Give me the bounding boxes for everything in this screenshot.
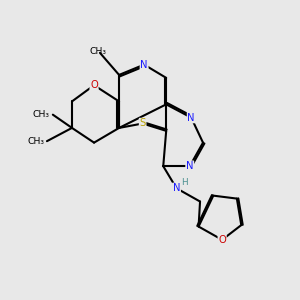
Text: CH₃: CH₃ <box>90 47 107 56</box>
Text: H: H <box>182 178 188 187</box>
Text: N: N <box>140 60 148 70</box>
Text: CH₃: CH₃ <box>33 110 50 119</box>
Text: S: S <box>140 118 146 128</box>
Text: N: N <box>186 161 194 171</box>
Text: O: O <box>90 80 98 90</box>
Text: N: N <box>188 112 195 123</box>
Text: O: O <box>218 235 226 245</box>
Text: CH₃: CH₃ <box>27 137 44 146</box>
Text: N: N <box>173 183 180 193</box>
